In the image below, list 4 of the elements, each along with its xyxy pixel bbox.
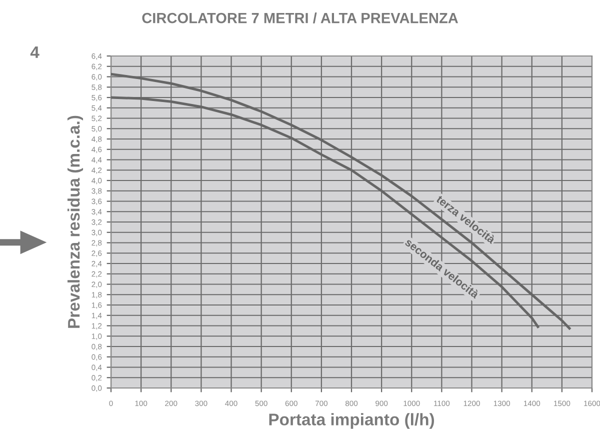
chart-title: CIRCOLATORE 7 METRI / ALTA PREVALENZA — [142, 12, 458, 24]
y-axis-title: Prevalenza residua (m.c.a.) — [67, 116, 84, 328]
text: 4 — [30, 46, 40, 58]
x-axis-title: Portata impianto (l/h) — [269, 413, 434, 429]
